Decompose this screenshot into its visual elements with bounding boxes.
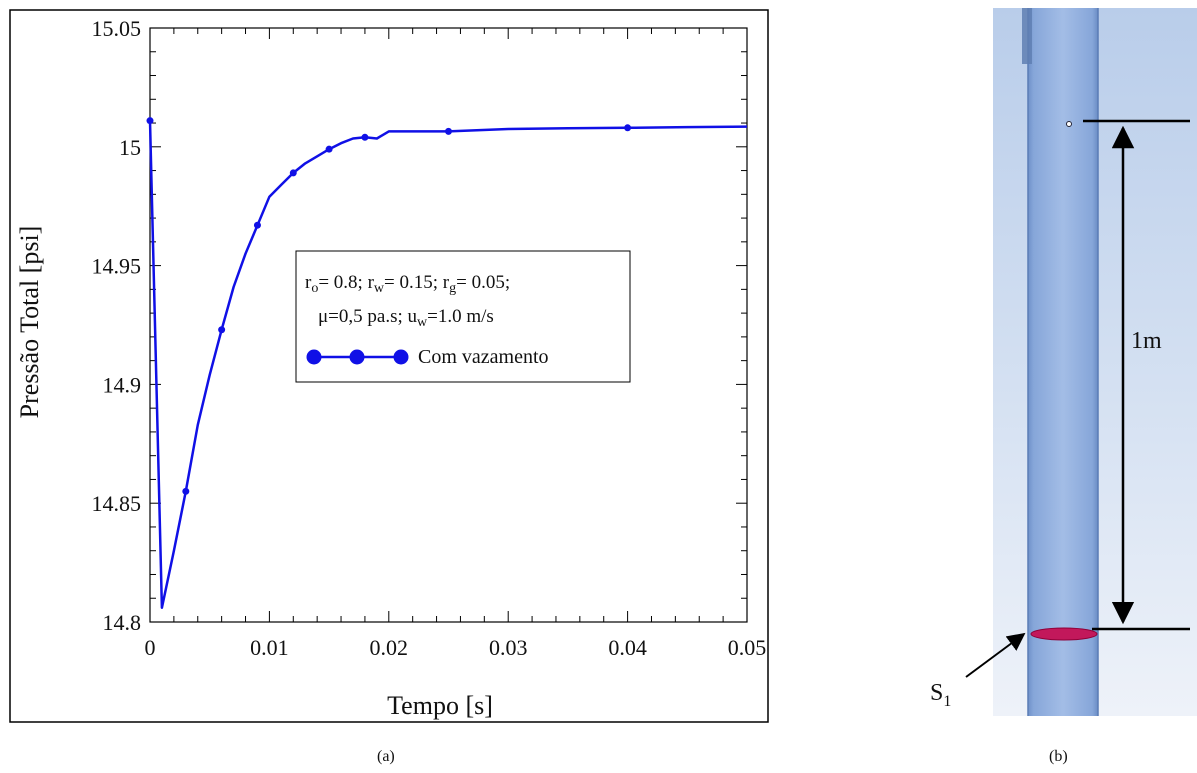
caption-a: (a) xyxy=(377,748,395,765)
chart-panel-a: 0 0.01 0.02 0.03 0.04 0.05 14.8 14.85 14.9 14.95… xyxy=(9,9,769,723)
y-tick-label: 14.95 xyxy=(92,254,142,279)
distance-label: 1m xyxy=(1131,328,1162,354)
x-tick-label: 0.01 xyxy=(250,635,289,660)
legend-marker xyxy=(393,349,409,365)
x-axis-label: Tempo [s] xyxy=(387,691,493,720)
data-point xyxy=(445,127,452,135)
surface-label-subscript: 1 xyxy=(943,693,951,710)
pipe-body xyxy=(1028,8,1098,716)
y-axis-label: Pressão Total [psi] xyxy=(15,226,44,419)
y-axis-ticks: 14.8 14.85 14.9 14.95 15 15.05 xyxy=(92,16,747,635)
legend-marker xyxy=(306,349,322,365)
data-point xyxy=(146,117,154,125)
series-group xyxy=(146,117,748,609)
legend: ro= 0.8; rw= 0.15; rg= 0.05; μ=0,5 pa.s;… xyxy=(295,250,631,383)
data-point xyxy=(182,487,190,495)
plot-area xyxy=(149,27,748,623)
caption-b: (b) xyxy=(1049,748,1068,765)
legend-params-line1: ro= 0.8; rw= 0.15; rg= 0.05; xyxy=(305,272,510,296)
legend-params-line2: μ=0,5 pa.s; uw=1.0 m/s xyxy=(318,306,494,330)
surface-pointer-arrow xyxy=(965,632,1026,678)
x-tick-label: 0 xyxy=(145,635,156,660)
data-point xyxy=(218,326,226,334)
surface-label: S1 xyxy=(930,680,951,710)
data-point xyxy=(289,169,297,177)
y-tick-label: 14.9 xyxy=(103,372,142,397)
x-tick-label: 0.05 xyxy=(728,635,767,660)
pipe-diagram-panel-b: 1m S1 xyxy=(930,8,1197,716)
data-point xyxy=(624,124,632,132)
legend-marker xyxy=(349,349,365,365)
series-line xyxy=(148,120,748,609)
pipe-top-detail xyxy=(1022,8,1032,64)
y-tick-label: 15 xyxy=(119,135,141,160)
y-tick-label: 14.85 xyxy=(92,491,142,516)
y-tick-label: 15.05 xyxy=(92,16,142,41)
data-point xyxy=(253,221,261,229)
leak-surface-s1 xyxy=(1030,627,1098,641)
data-point xyxy=(361,133,369,141)
legend-series-label: Com vazamento xyxy=(418,346,549,368)
y-tick-label: 14.8 xyxy=(103,610,142,635)
x-tick-label: 0.04 xyxy=(608,635,647,660)
data-point xyxy=(325,145,333,153)
pressure-probe-point xyxy=(1066,121,1072,127)
x-axis-ticks: 0 0.01 0.02 0.03 0.04 0.05 xyxy=(145,28,767,660)
x-tick-label: 0.02 xyxy=(370,635,409,660)
x-tick-label: 0.03 xyxy=(489,635,528,660)
